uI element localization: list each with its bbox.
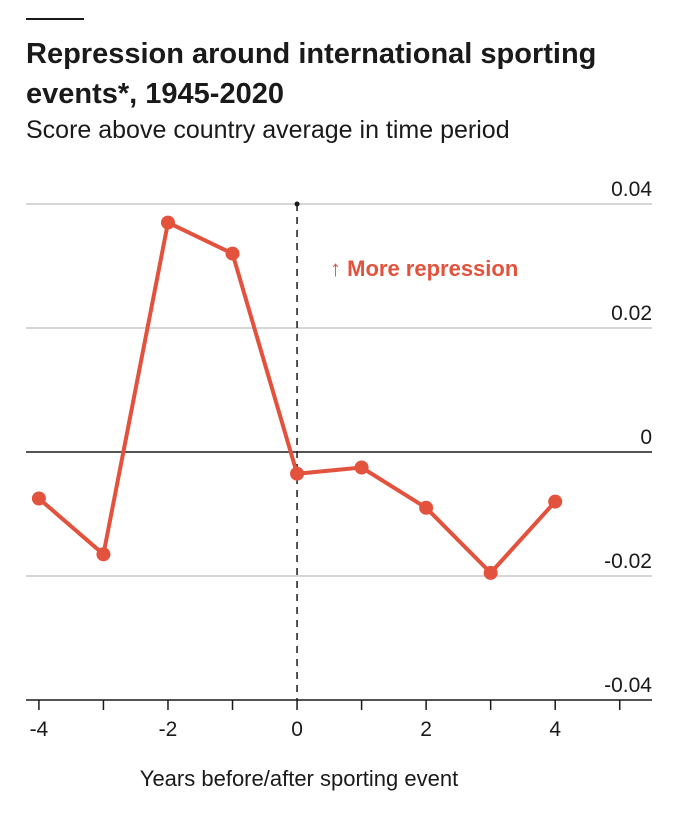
x-tick-labels: -4 -2 0 2 4 bbox=[30, 718, 562, 741]
x-tick-label: -4 bbox=[30, 718, 49, 741]
reference-line-top-dot bbox=[294, 201, 300, 207]
data-point bbox=[96, 547, 111, 562]
annotation-more-repression: ↑ More repression bbox=[330, 256, 518, 281]
chart-subtitle: Score above country average in time peri… bbox=[26, 116, 510, 144]
y-tick-label: -0.04 bbox=[604, 674, 652, 697]
chart-title: Repression around international sporting… bbox=[26, 38, 597, 110]
x-axis-label: Years before/after sporting event bbox=[140, 766, 458, 791]
y-tick-label: 0 bbox=[640, 426, 652, 449]
data-point bbox=[160, 215, 175, 230]
x-tick-label: 4 bbox=[549, 718, 561, 741]
data-point bbox=[419, 500, 434, 515]
header-rule bbox=[26, 18, 84, 20]
data-point bbox=[354, 460, 369, 475]
data-point bbox=[290, 466, 305, 481]
data-point bbox=[225, 246, 240, 261]
y-tick-label: 0.02 bbox=[611, 302, 652, 325]
y-tick-label: -0.02 bbox=[604, 550, 652, 573]
series-points bbox=[31, 215, 563, 580]
data-point bbox=[548, 494, 563, 509]
x-tick-label: -2 bbox=[159, 718, 178, 741]
y-tick-label: 0.04 bbox=[611, 178, 652, 201]
y-tick-labels: 0.04 0.02 0 -0.02 -0.04 bbox=[604, 178, 652, 697]
x-tick-label: 2 bbox=[420, 718, 432, 741]
x-axis bbox=[26, 699, 652, 710]
data-point bbox=[483, 565, 498, 580]
y-gridlines bbox=[26, 203, 652, 577]
data-point bbox=[31, 491, 46, 506]
x-tick-label: 0 bbox=[291, 718, 303, 741]
